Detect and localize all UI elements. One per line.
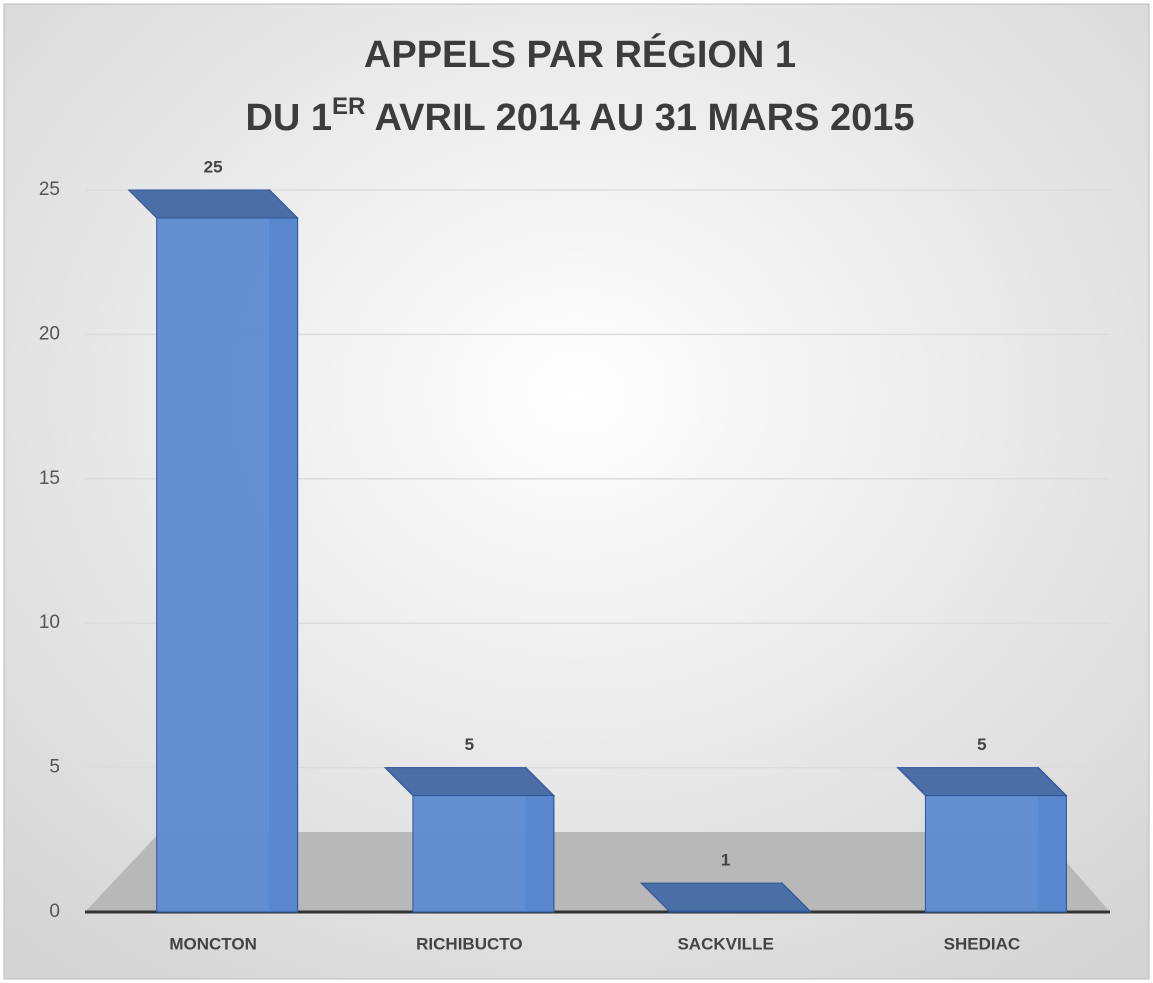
bar-front (156, 217, 299, 913)
bar (896, 766, 1068, 913)
bar-front (668, 910, 811, 913)
data-label: 5 (465, 735, 474, 754)
y-tick-label: 25 (39, 179, 60, 200)
x-tick-label: SACKVILLE (677, 934, 773, 953)
data-label: 5 (977, 735, 986, 754)
x-tick-label: SHEDIAC (944, 934, 1021, 953)
bar-top (127, 189, 299, 219)
bar-top (896, 767, 1068, 797)
chart-title: APPELS PAR RÉGION 1 (364, 32, 796, 76)
x-tick-label: MONCTON (169, 934, 257, 953)
bar (127, 188, 299, 913)
data-label: 25 (204, 157, 223, 176)
y-tick-label: 10 (39, 612, 60, 633)
bar-front (412, 795, 555, 913)
bar-front (924, 795, 1067, 913)
bar (639, 881, 812, 913)
data-label: 1 (721, 851, 730, 870)
y-tick-label: 15 (39, 468, 60, 489)
y-tick-label: 0 (49, 901, 60, 922)
x-tick-label: RICHIBUCTO (416, 934, 522, 953)
subtitle-part: DU 1 (245, 97, 332, 139)
y-tick-label: 20 (39, 323, 60, 344)
bar-top (383, 767, 556, 797)
bar (383, 766, 556, 913)
y-tick-label: 5 (49, 757, 60, 778)
bar-top (639, 882, 812, 912)
subtitle-sup: ER (332, 93, 365, 120)
subtitle-part: AVRIL 2014 AU 31 MARS 2015 (365, 97, 914, 139)
chart-subtitle: DU 1ER AVRIL 2014 AU 31 MARS 2015 (245, 93, 914, 139)
floor (85, 832, 1110, 912)
